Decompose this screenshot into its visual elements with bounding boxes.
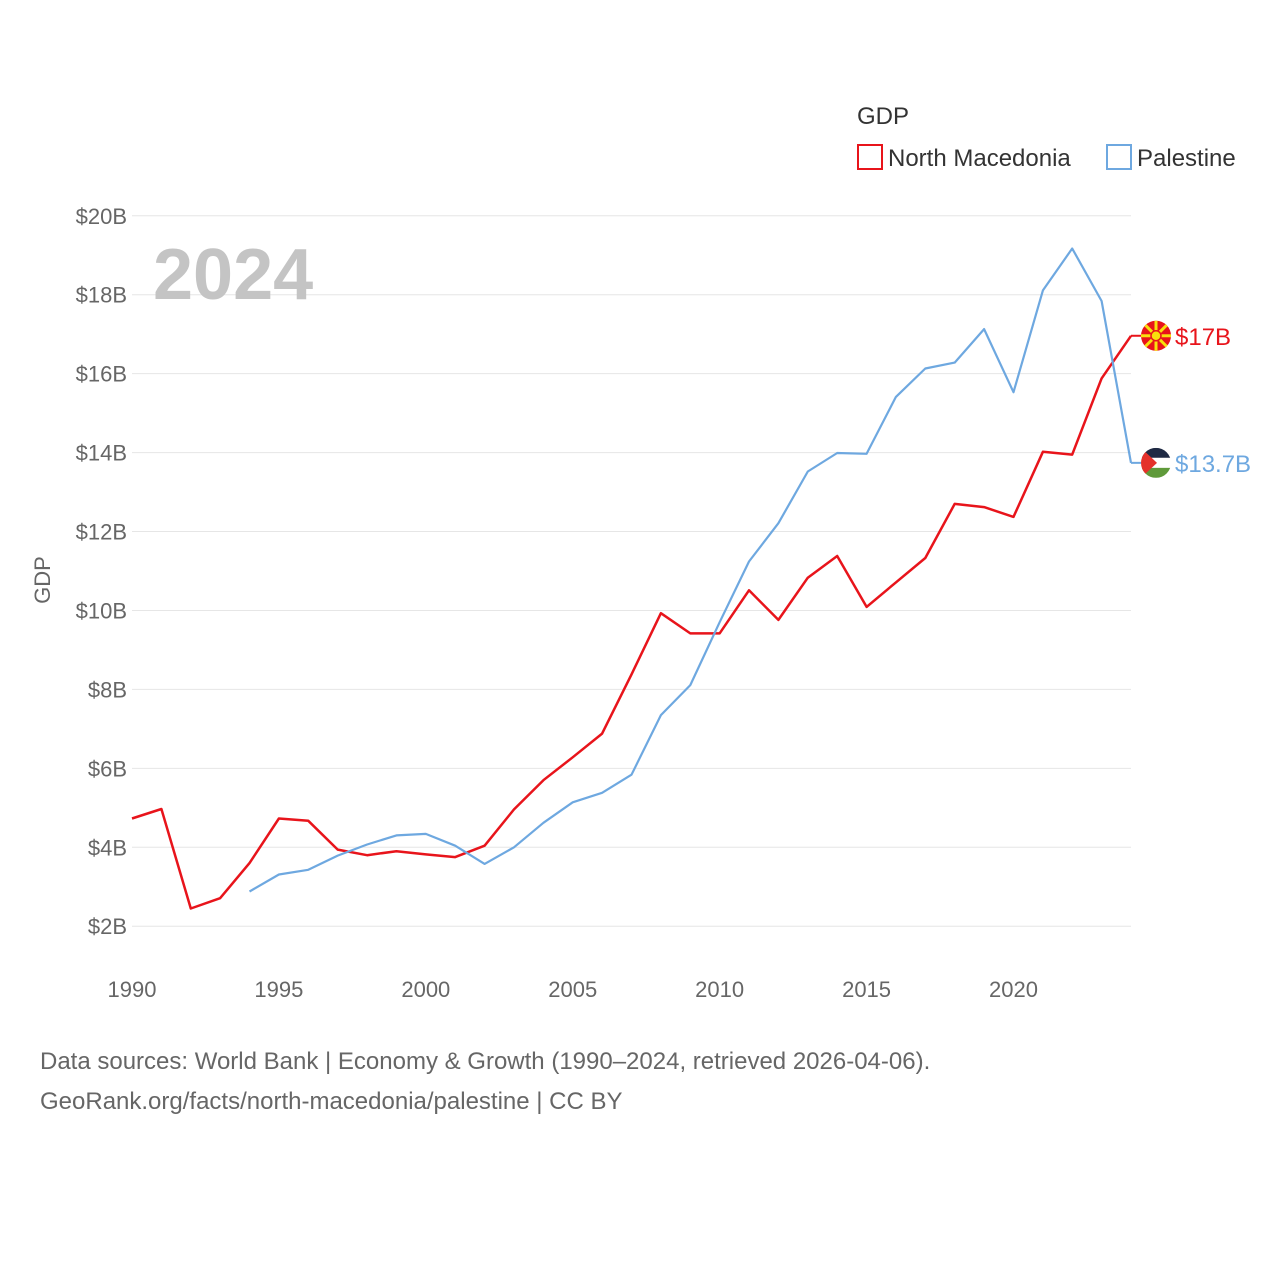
legend-swatch-palestine: [1106, 144, 1132, 170]
y-axis-ticks: $2B $4B $6B $8B $10B $12B $14B $16B $18B $20B: [76, 204, 127, 939]
y-tick-label: $8B: [88, 677, 127, 702]
legend: GDP North Macedonia Palestine: [857, 103, 1236, 172]
y-tick-label: $20B: [76, 204, 127, 229]
source-note: Data sources: World Bank | Economy & Gro…: [40, 1042, 930, 1122]
flag-stripe-bottom: [1141, 467, 1171, 478]
x-tick-label: 1990: [108, 977, 157, 1002]
y-tick-label: $10B: [76, 598, 127, 623]
legend-title: GDP: [857, 103, 909, 130]
grid-lines: [132, 215, 1131, 927]
north-macedonia-flag-icon: [1141, 320, 1171, 351]
x-tick-label: 1995: [254, 977, 303, 1002]
x-tick-label: 2005: [548, 977, 597, 1002]
series-end-markers: $17B $13.7B: [1131, 320, 1251, 478]
x-tick-label: 2010: [695, 977, 744, 1002]
year-label: 2024: [153, 235, 313, 315]
end-value-label-palestine: $13.7B: [1175, 451, 1251, 478]
series-line-north-macedonia: [131, 335, 1133, 910]
flag-stripe-top: [1141, 447, 1171, 458]
y-tick-label: $18B: [76, 283, 127, 308]
y-tick-label: $4B: [88, 835, 127, 860]
gdp-line-chart: $2B $4B $6B $8B $10B $12B $14B $16B $18B $20B 199…: [30, 103, 1251, 1002]
palestine-flag-icon: [1141, 447, 1171, 478]
flag-sun: [1150, 330, 1162, 342]
series-line-palestine: [248, 247, 1133, 893]
series-lines: [131, 247, 1133, 910]
source-line-2: GeoRank.org/facts/north-macedonia/palest…: [40, 1088, 623, 1115]
x-tick-label: 2015: [842, 977, 891, 1002]
y-tick-label: $16B: [76, 362, 127, 387]
y-tick-label: $12B: [76, 520, 127, 545]
end-value-label-north-macedonia: $17B: [1175, 324, 1231, 351]
y-axis-label: GDP: [30, 556, 55, 604]
legend-label-north-macedonia: North Macedonia: [888, 145, 1071, 172]
y-tick-label: $14B: [76, 441, 127, 466]
flag-triangle: [1141, 447, 1157, 478]
y-tick-label: $2B: [88, 914, 127, 939]
legend-swatch-north-macedonia: [857, 144, 883, 170]
legend-label-palestine: Palestine: [1137, 145, 1236, 172]
flag-body: [1141, 447, 1171, 478]
x-axis-ticks: 1990 1995 2000 2005 2010 2015 2020: [108, 977, 1038, 1002]
x-tick-label: 2000: [401, 977, 450, 1002]
y-tick-label: $6B: [88, 756, 127, 781]
x-tick-label: 2020: [989, 977, 1038, 1002]
source-line-1: Data sources: World Bank | Economy & Gro…: [40, 1048, 931, 1075]
